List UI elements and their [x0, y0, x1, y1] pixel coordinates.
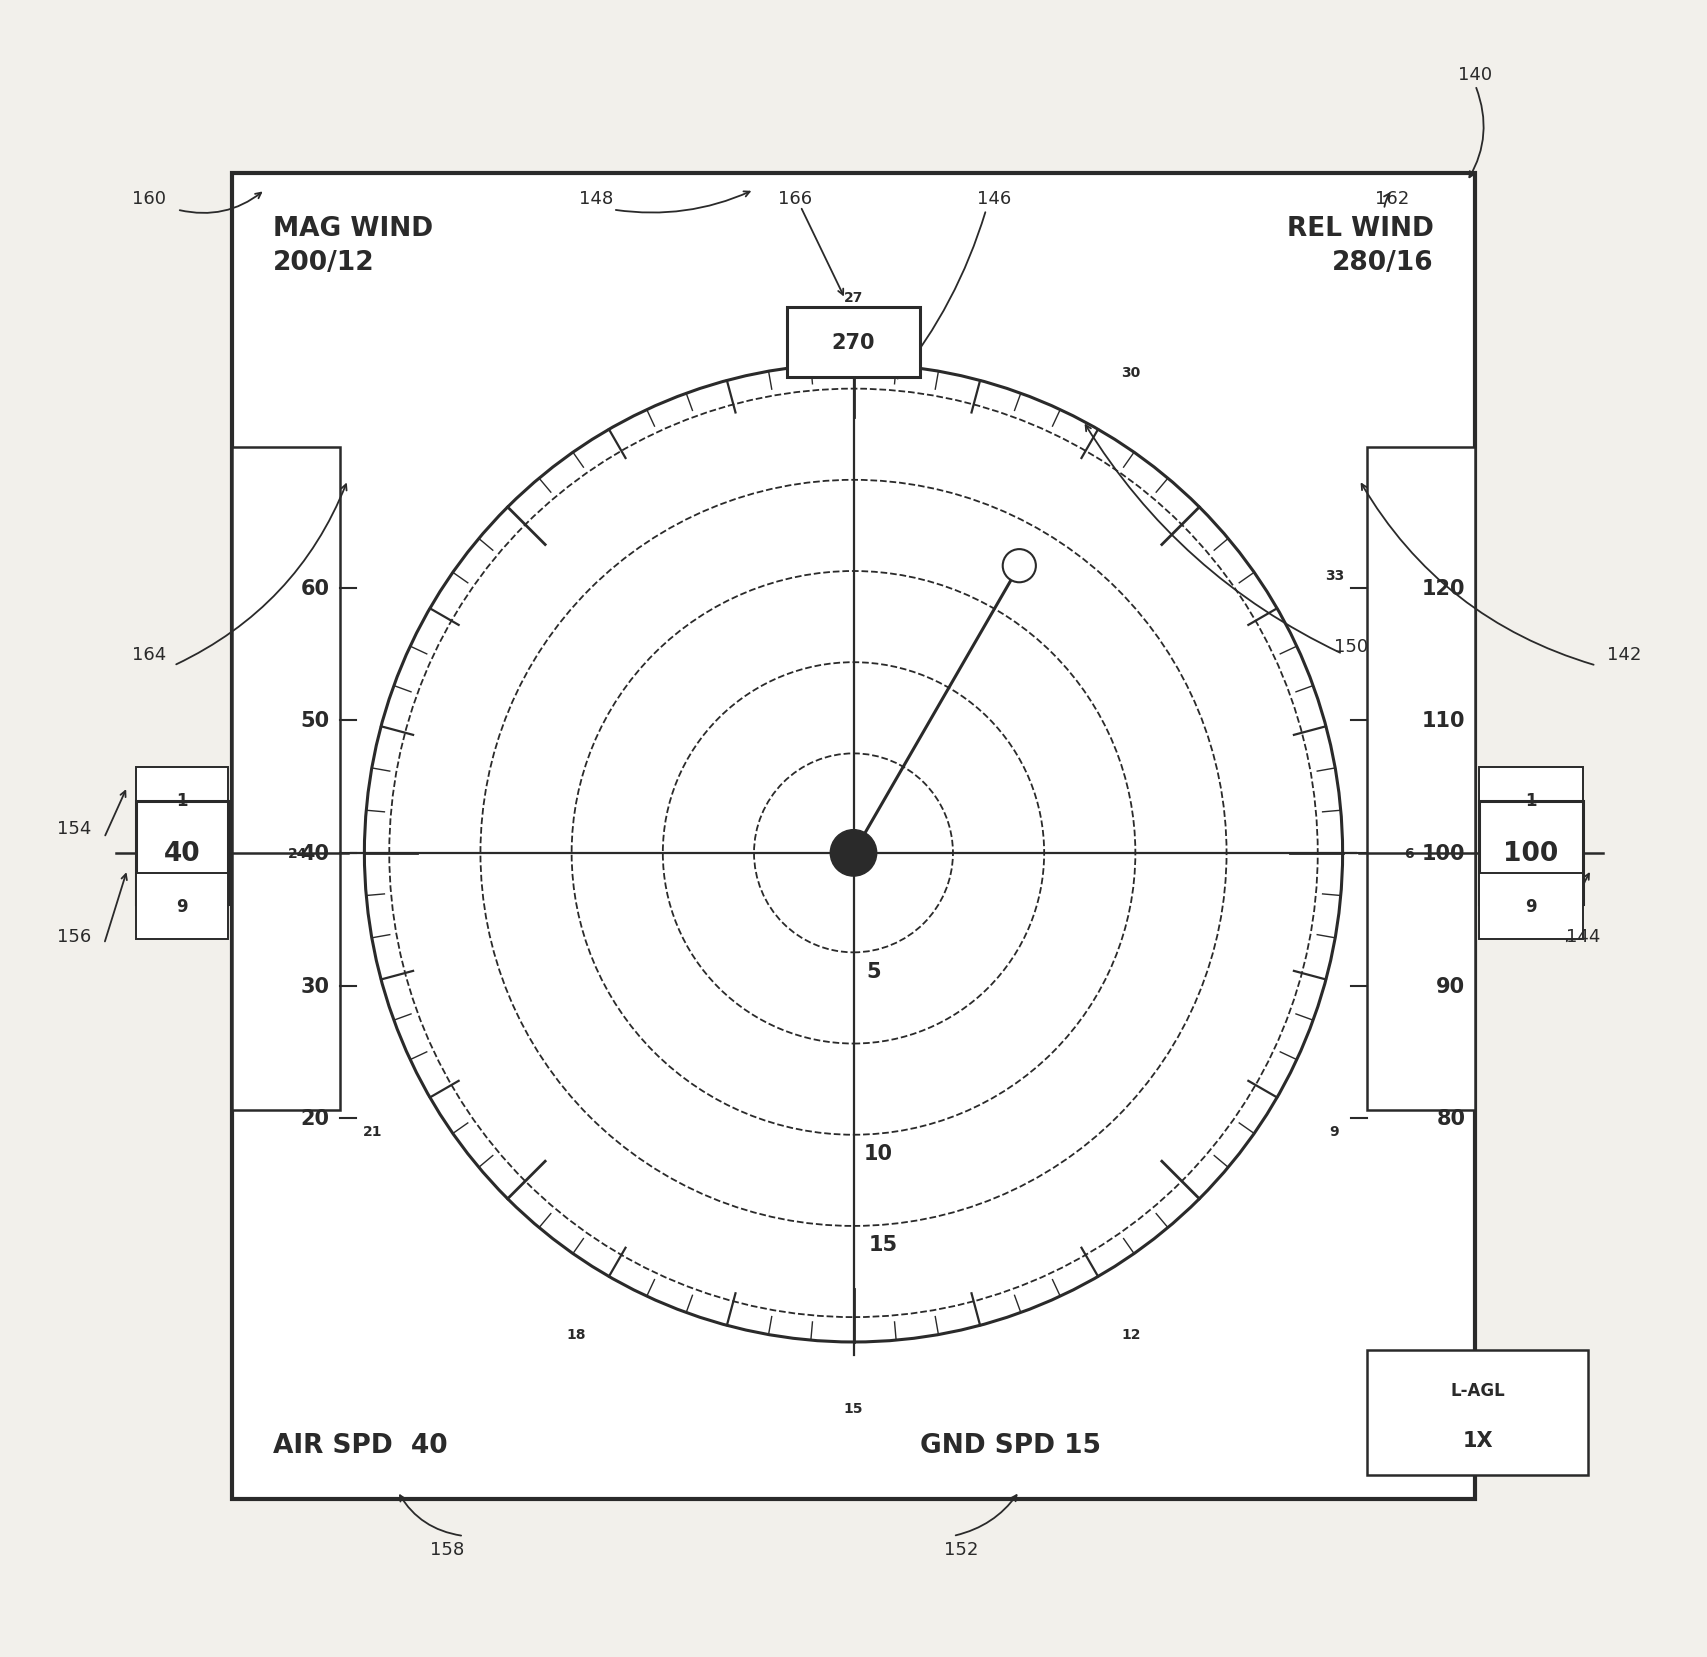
Bar: [135, 767, 229, 833]
Text: 110: 110: [1422, 711, 1465, 731]
Text: 33: 33: [1325, 568, 1343, 583]
Text: 152: 152: [944, 1541, 978, 1558]
Text: AIR SPD  40: AIR SPD 40: [273, 1432, 447, 1458]
Text: 150: 150: [1333, 638, 1367, 655]
Text: 15: 15: [843, 1402, 864, 1415]
Text: 120: 120: [1422, 578, 1465, 598]
Text: 15: 15: [869, 1234, 898, 1254]
Text: 20: 20: [300, 1109, 329, 1128]
Bar: [232, 174, 1475, 1500]
Text: 30: 30: [300, 976, 329, 996]
Bar: [1478, 767, 1582, 833]
Text: L-AGL: L-AGL: [1451, 1382, 1506, 1399]
Text: 160: 160: [131, 191, 166, 207]
Text: 30: 30: [1121, 366, 1140, 379]
Text: 1: 1: [1524, 792, 1536, 809]
Text: GND SPD 15: GND SPD 15: [920, 1432, 1101, 1458]
Text: 9: 9: [176, 898, 188, 915]
Text: 162: 162: [1376, 191, 1410, 207]
Text: 9: 9: [1330, 1123, 1340, 1138]
Text: 158: 158: [430, 1541, 464, 1558]
Text: 156: 156: [56, 928, 92, 944]
Text: 9: 9: [1524, 898, 1536, 915]
Text: 60: 60: [300, 578, 329, 598]
Bar: [1478, 873, 1582, 940]
Bar: [135, 802, 229, 905]
Text: 154: 154: [56, 820, 92, 837]
Text: 1X: 1X: [1463, 1430, 1494, 1450]
Text: 146: 146: [978, 191, 1012, 207]
Text: 24: 24: [288, 847, 307, 860]
Text: 40: 40: [300, 843, 329, 863]
Text: 40: 40: [164, 840, 200, 867]
Bar: [1367, 447, 1475, 1110]
Circle shape: [830, 830, 877, 877]
Text: 50: 50: [300, 711, 329, 731]
Bar: [1478, 802, 1582, 905]
Text: 100: 100: [1422, 843, 1465, 863]
Text: 90: 90: [1436, 976, 1465, 996]
Text: 5: 5: [865, 961, 881, 981]
Text: 270: 270: [831, 333, 876, 353]
Text: 10: 10: [864, 1143, 893, 1163]
Text: 6: 6: [1405, 847, 1413, 860]
Text: 140: 140: [1458, 66, 1492, 83]
Bar: [135, 873, 229, 940]
Text: 100: 100: [1504, 840, 1558, 867]
Text: 27: 27: [843, 292, 864, 305]
Text: REL WIND
280/16: REL WIND 280/16: [1287, 215, 1434, 275]
Text: 166: 166: [778, 191, 813, 207]
Text: 80: 80: [1436, 1109, 1465, 1128]
Bar: [232, 447, 340, 1110]
Text: 21: 21: [362, 1123, 382, 1138]
Bar: [787, 308, 920, 378]
Text: 142: 142: [1608, 646, 1642, 663]
Text: 164: 164: [131, 646, 166, 663]
Text: 12: 12: [1121, 1327, 1140, 1341]
Text: 1: 1: [176, 792, 188, 809]
Text: 18: 18: [567, 1327, 586, 1341]
Text: 148: 148: [579, 191, 613, 207]
Circle shape: [1002, 550, 1036, 583]
Bar: [1367, 1350, 1588, 1475]
Text: MAG WIND
200/12: MAG WIND 200/12: [273, 215, 434, 275]
Text: 144: 144: [1565, 928, 1599, 944]
